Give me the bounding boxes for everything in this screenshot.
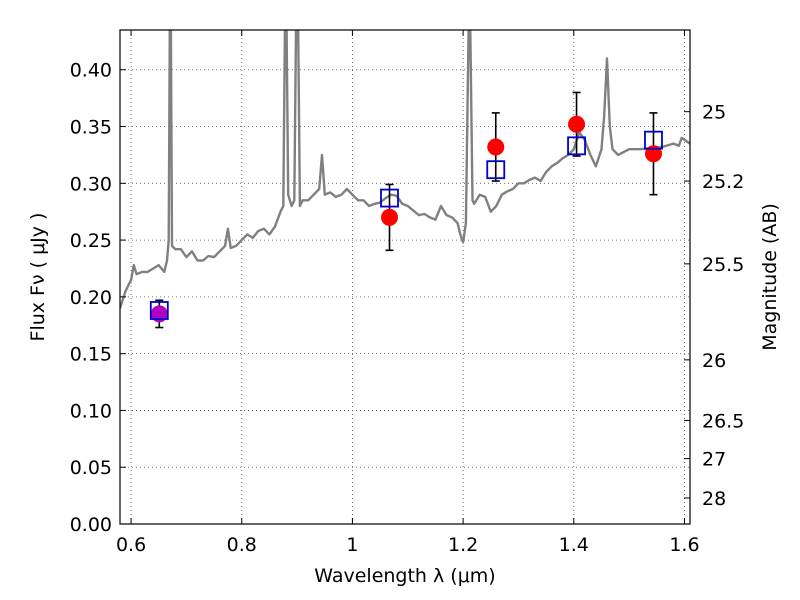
y-axis-label: Flux Fν ( μJy ) [27, 213, 49, 342]
y-tick-label: 0.05 [70, 457, 112, 479]
x-tick-label: 1 [346, 534, 358, 556]
y-tick-label: 0.40 [70, 60, 112, 82]
y-tick-label: 0.15 [70, 344, 112, 366]
y-tick-label: 0.20 [70, 287, 112, 309]
model-square [567, 136, 586, 156]
spectrum-line [120, 30, 690, 309]
y2-tick-label: 25.2 [702, 171, 744, 193]
y-tick-label: 0.25 [70, 230, 112, 252]
x-tick-label: 0.8 [227, 534, 257, 556]
model-square [149, 301, 169, 320]
y2-tick-label: 28 [702, 488, 726, 510]
y2-tick-label: 26 [702, 350, 726, 372]
y2-tick-label: 25 [702, 102, 726, 124]
y2-tick-label: 25.5 [702, 254, 744, 276]
x-tick-label: 0.6 [116, 534, 146, 556]
x-tick-label: 1.6 [669, 534, 699, 556]
y-tick-label: 0.00 [70, 514, 112, 536]
y-tick-label: 0.30 [70, 173, 112, 195]
y-tick-label: 0.10 [70, 400, 112, 422]
x-tick-label: 1.2 [448, 534, 478, 556]
model-square [644, 130, 663, 150]
plot-frame [119, 29, 691, 525]
observed-point [644, 145, 662, 163]
x-axis-label: Wavelength λ (μm) [314, 565, 495, 587]
axis-ticks: 0.6 0.8 1 1.2 1.4 1.6 0.00 0.05 0.10 0.15 0.20 0.25… [70, 30, 744, 556]
y2-tick-label: 26.5 [702, 410, 744, 432]
y2-axis-label: Magnitude (AB) [759, 203, 781, 351]
model-square [380, 188, 399, 208]
model-square [486, 160, 506, 180]
y-tick-label: 0.35 [70, 117, 112, 139]
y2-tick-label: 27 [702, 449, 726, 471]
observed-point [487, 138, 505, 156]
x-tick-label: 1.4 [559, 534, 589, 556]
observed-point [568, 115, 586, 133]
plot-content [120, 30, 690, 329]
observed-point [381, 208, 399, 226]
